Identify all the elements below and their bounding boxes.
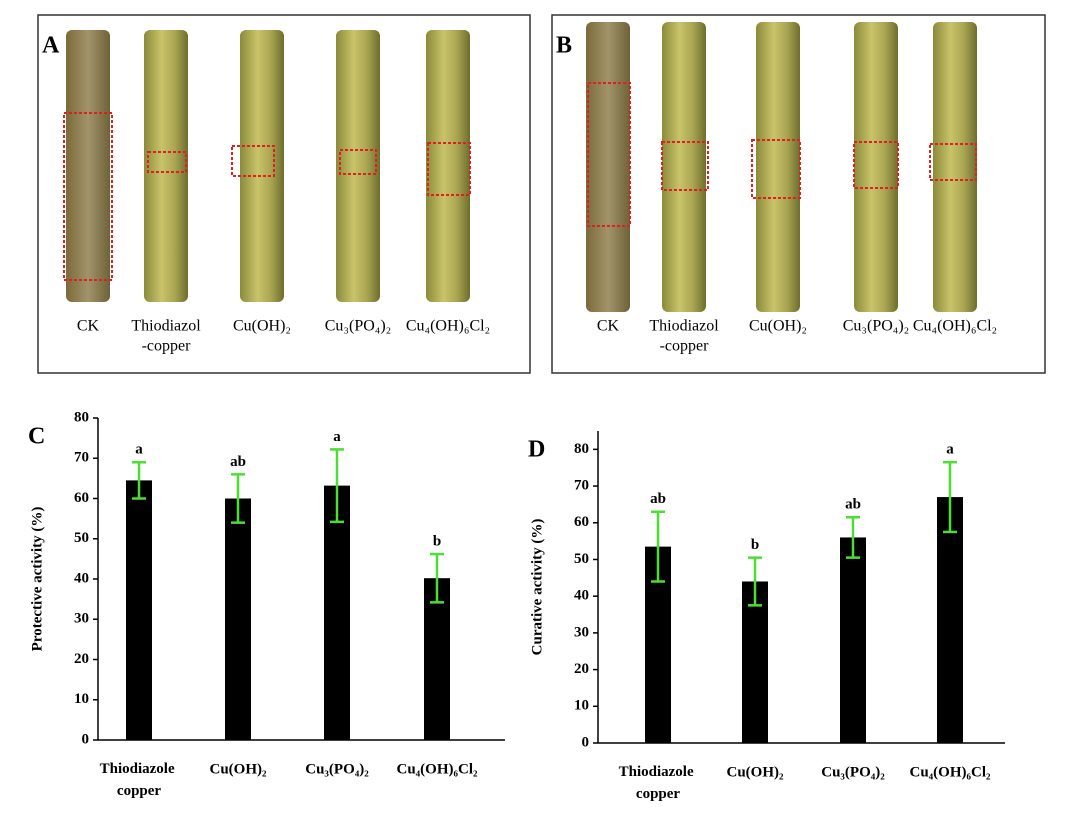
significance-letter: ab	[845, 497, 861, 513]
stem-label: CK	[597, 318, 620, 335]
error-bar	[132, 461, 146, 500]
bar	[937, 497, 963, 743]
lesion-box	[427, 142, 471, 196]
error-bar	[330, 448, 344, 524]
stem-photo	[240, 30, 284, 302]
y-tick-label: 80	[574, 441, 589, 457]
stem-label: Cu₄(OH)₆Cl₂	[913, 318, 997, 335]
y-tick-label: 40	[74, 570, 89, 586]
stem-photo	[426, 30, 470, 302]
stem-label: CK	[77, 318, 100, 335]
bar	[225, 498, 251, 740]
x-tick-label: Cu(OH)₂	[210, 761, 268, 777]
y-tick-label: 70	[574, 477, 589, 493]
stem-photo	[586, 22, 630, 312]
bar	[840, 537, 866, 743]
stem-photo	[336, 30, 380, 302]
lesion-box	[231, 145, 275, 177]
y-tick-label: 20	[74, 651, 89, 667]
lesion-box	[339, 149, 377, 175]
error-bar	[748, 556, 762, 607]
lesion-box	[929, 143, 977, 181]
significance-letter: a	[333, 429, 341, 445]
significance-letter: a	[946, 442, 954, 458]
stem-photo	[144, 30, 188, 302]
lesion-box	[587, 82, 631, 227]
stem-photo	[756, 22, 800, 312]
panel-letter: A	[42, 33, 60, 59]
significance-letter: ab	[230, 454, 246, 470]
y-tick-label: 30	[574, 624, 589, 640]
x-tick-label: Cu(OH)₂	[727, 764, 785, 780]
stem-photo	[854, 22, 898, 312]
y-tick-label: 70	[74, 450, 89, 466]
x-tick-label: Thiodiazole copper	[619, 764, 698, 802]
y-axis-title: Protective activity (%)	[29, 507, 45, 652]
x-tick-label: Cu₄(OH)₆Cl₂	[910, 764, 991, 780]
y-tick-label: 80	[74, 409, 89, 425]
stem-label: Cu(OH)₂	[749, 318, 807, 335]
stem-label: Cu₄(OH)₆Cl₂	[406, 318, 490, 335]
y-tick-label: 60	[74, 490, 89, 506]
bar	[742, 581, 768, 743]
error-bar	[231, 473, 245, 524]
stem-label: Thiodiazol	[649, 318, 719, 335]
stem-label: -copper	[660, 338, 710, 355]
lesion-box	[661, 141, 709, 191]
lesion-box	[751, 139, 801, 199]
lesion-box	[853, 141, 899, 189]
significance-letter: b	[751, 537, 759, 553]
stem-label: -copper	[142, 338, 192, 355]
y-tick-label: 50	[574, 551, 589, 567]
x-tick-label: Cu₃(PO₄)₂	[821, 764, 885, 780]
panel-letter: D	[528, 437, 545, 463]
bar	[424, 578, 450, 740]
stem-label: Cu(OH)₂	[233, 318, 291, 335]
panel-letter: C	[28, 424, 45, 450]
bar	[324, 485, 350, 740]
stem-label: Thiodiazol	[131, 318, 201, 335]
x-tick-label: Cu₄(OH)₆Cl₂	[397, 761, 478, 777]
stem-photo	[66, 30, 110, 302]
lesion-box	[63, 112, 113, 281]
significance-letter: a	[135, 442, 143, 458]
significance-letter: ab	[650, 491, 666, 507]
y-tick-label: 10	[74, 691, 89, 707]
y-tick-label: 40	[574, 588, 589, 604]
significance-letter: b	[433, 533, 441, 549]
y-tick-label: 0	[82, 731, 90, 747]
error-bar	[651, 510, 665, 583]
y-tick-label: 50	[74, 530, 89, 546]
y-axis-title: Curative activity (%)	[529, 519, 545, 656]
error-bar	[943, 460, 957, 534]
y-tick-label: 20	[574, 661, 589, 677]
stem-label: Cu₃(PO₄)₂	[843, 318, 910, 335]
y-tick-label: 10	[574, 698, 589, 714]
stem-photo	[933, 22, 977, 312]
stem-photo	[662, 22, 706, 312]
x-tick-label: Thiodiazole copper	[100, 761, 179, 799]
x-tick-label: Cu₃(PO₄)₂	[305, 761, 369, 777]
lesion-box	[147, 151, 187, 173]
stem-label: Cu₃(PO₄)₂	[325, 318, 392, 335]
bar	[126, 480, 152, 740]
y-tick-label: 60	[574, 514, 589, 530]
error-bar	[430, 552, 444, 604]
y-tick-label: 0	[582, 734, 590, 750]
y-tick-label: 30	[74, 611, 89, 627]
error-bar	[846, 516, 860, 559]
panel-letter: B	[556, 33, 572, 59]
